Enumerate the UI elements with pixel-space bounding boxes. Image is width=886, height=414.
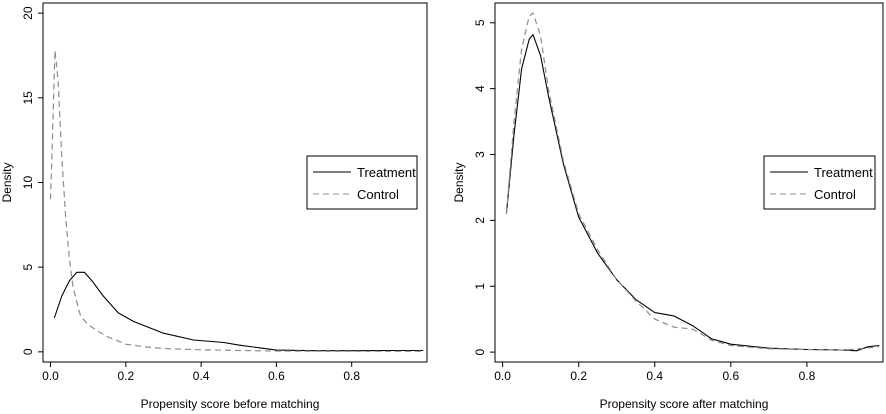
x-tick-label: 0.8 xyxy=(343,369,360,383)
x-tick-label: 0.6 xyxy=(268,369,285,383)
x-tick-label: 0.0 xyxy=(42,369,59,383)
x-axis-label: Propensity score before matching xyxy=(141,397,320,411)
y-tick-label: 1 xyxy=(473,283,487,290)
x-tick-label: 0.4 xyxy=(193,369,210,383)
legend-label-treatment: Treatment xyxy=(357,165,416,180)
y-tick-label: 10 xyxy=(21,176,35,190)
series-line-control xyxy=(505,12,880,351)
series-line-treatment xyxy=(53,271,424,352)
legend-label-treatment: Treatment xyxy=(814,165,873,180)
plot-frame xyxy=(494,2,884,363)
y-tick-label: 5 xyxy=(21,264,35,271)
legend-box xyxy=(763,155,876,210)
legend-label-control: Control xyxy=(814,187,856,202)
y-tick-label: 0 xyxy=(473,348,487,355)
x-axis-label: Propensity score after matching xyxy=(600,397,769,411)
y-tick-label: 20 xyxy=(21,6,35,20)
y-tick-label: 0 xyxy=(21,348,35,355)
x-tick-label: 0.2 xyxy=(570,369,587,383)
y-axis-label: Density xyxy=(452,162,466,202)
y-tick-label: 15 xyxy=(21,91,35,105)
x-tick-label: 0.0 xyxy=(494,369,511,383)
series-line-control xyxy=(49,49,424,352)
y-tick-label: 2 xyxy=(473,217,487,224)
chart-panel-before-matching: 0.0 0.2 0.4 0.6 0.8 0 5 10 15 20 Propensity score … xyxy=(0,2,428,411)
x-tick-label: 0.4 xyxy=(646,369,663,383)
x-tick-label: 0.8 xyxy=(799,369,816,383)
legend-label-control: Control xyxy=(357,187,399,202)
y-tick-label: 4 xyxy=(473,85,487,92)
x-tick-label: 0.2 xyxy=(117,369,134,383)
y-tick-label: 3 xyxy=(473,151,487,158)
chart-panel-after-matching: 0.0 0.2 0.4 0.6 0.8 0 1 2 3 4 5 Propensity score af… xyxy=(452,2,884,411)
legend-box xyxy=(306,155,418,210)
y-tick-label: 5 xyxy=(473,19,487,26)
x-tick-label: 0.6 xyxy=(722,369,739,383)
y-axis-label: Density xyxy=(0,162,14,202)
